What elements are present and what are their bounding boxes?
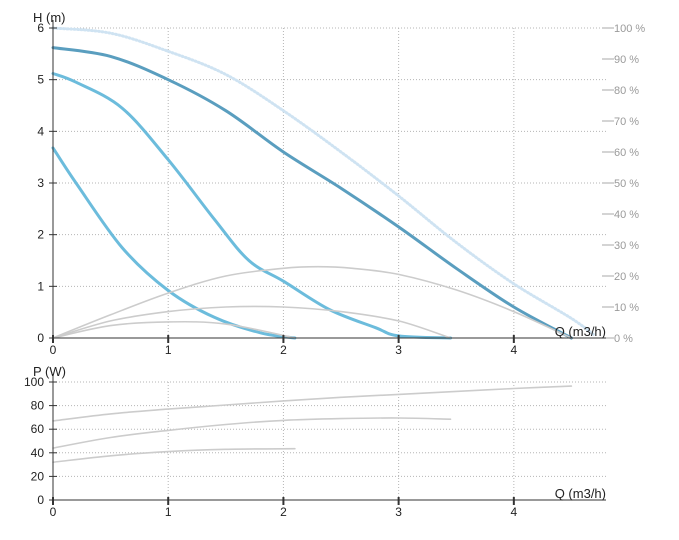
series-power-mid <box>53 418 451 448</box>
x-tick-label: 3 <box>395 505 402 519</box>
right-tick-label: 60 % <box>614 147 639 159</box>
y-tick-label: 4 <box>37 124 44 138</box>
series-power-min <box>53 449 295 463</box>
x-tick-label: 4 <box>510 505 517 519</box>
x-tick-label: 1 <box>165 343 172 357</box>
right-tick-label: 50 % <box>614 178 639 190</box>
head-chart: 0 % 10 % 20 % 30 % 40 % 50 % 60 % 70 % 80 % 90 % 1… <box>33 10 645 357</box>
y-tick-label: 0 <box>37 331 44 345</box>
x-tick-label: 3 <box>395 343 402 357</box>
series-curve-max <box>53 48 571 338</box>
y-tick-label: 5 <box>37 73 44 87</box>
x-axis-title: Q (m3/h) <box>555 324 606 339</box>
right-tick-label: 20 % <box>614 271 639 283</box>
y-axis-title: P (W) <box>33 364 66 379</box>
series-power-max <box>53 386 571 421</box>
series-max-limit <box>53 28 595 335</box>
x-tick-label: 2 <box>280 505 287 519</box>
right-tick-label: 30 % <box>614 240 639 252</box>
right-tick-label: 80 % <box>614 85 639 97</box>
series-efficiency-min <box>53 322 295 338</box>
series-curve-min <box>53 148 295 338</box>
right-tick-label: 100 % <box>614 23 645 35</box>
right-tick-label: 90 % <box>614 54 639 66</box>
y-tick-label: 80 <box>31 399 45 413</box>
x-tick-label: 0 <box>50 343 57 357</box>
x-tick-label: 4 <box>510 343 517 357</box>
series-curve-mid <box>53 74 451 339</box>
right-tick-label: 70 % <box>614 116 639 128</box>
right-tick-label: 10 % <box>614 302 639 314</box>
right-tick-label: 40 % <box>614 209 639 221</box>
y-tick-label: 60 <box>31 422 45 436</box>
x-axis-title: Q (m3/h) <box>555 486 606 501</box>
y-tick-label: 20 <box>31 469 45 483</box>
y-tick-label: 40 <box>31 446 45 460</box>
y-tick-label: 0 <box>37 493 44 507</box>
x-tick-label: 0 <box>50 505 57 519</box>
y-tick-label: 1 <box>37 279 44 293</box>
y-tick-label: 3 <box>37 176 44 190</box>
y-axis-title: H (m) <box>33 10 66 25</box>
x-tick-label: 2 <box>280 343 287 357</box>
y-tick-label: 2 <box>37 228 44 242</box>
x-tick-label: 1 <box>165 505 172 519</box>
right-tick-label: 0 % <box>614 333 633 345</box>
series-efficiency-max <box>53 267 571 338</box>
